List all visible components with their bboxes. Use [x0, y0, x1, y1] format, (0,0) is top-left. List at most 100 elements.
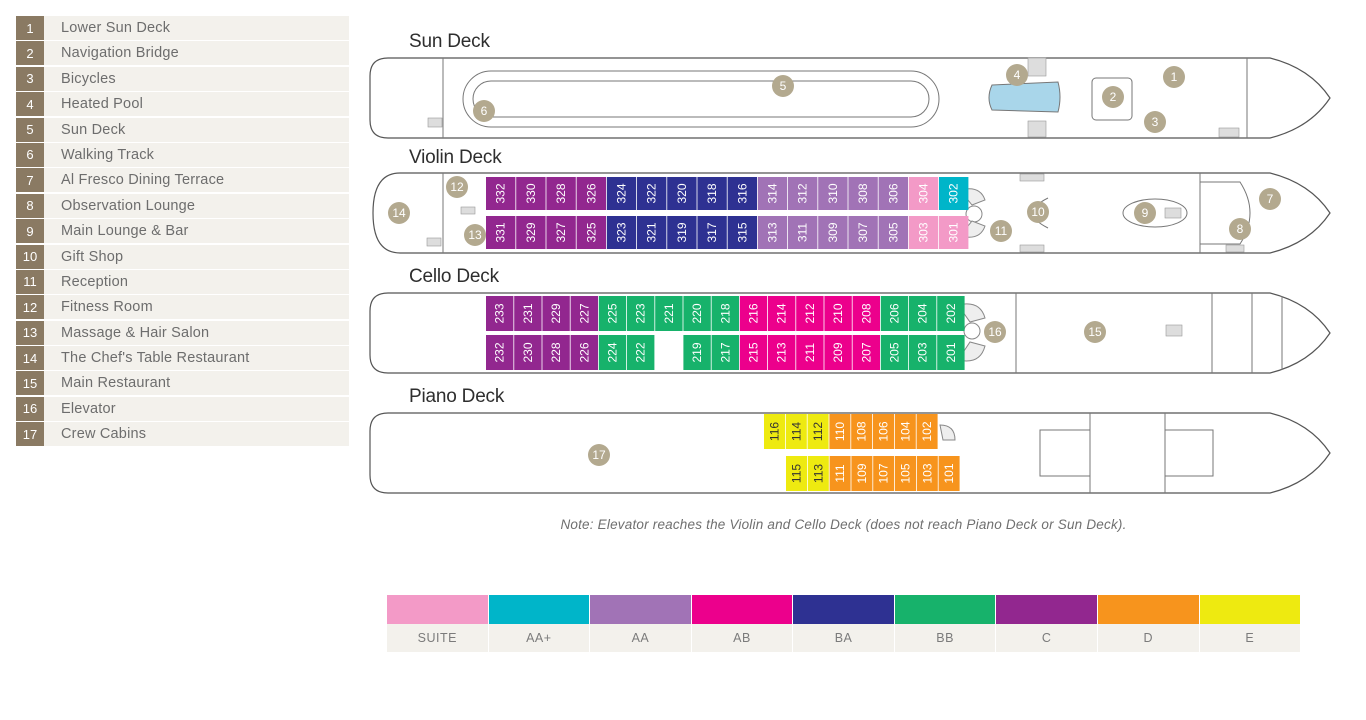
- cabin-number: 211: [803, 343, 817, 362]
- cabin-101: [938, 456, 960, 491]
- cabin-number: 326: [584, 183, 598, 203]
- cabin-321: [637, 216, 667, 249]
- legend-item: 13 Massage & Hair Salon: [16, 320, 349, 345]
- cabin-number: 301: [947, 222, 961, 242]
- category-cell: E: [1199, 595, 1301, 652]
- cabin-107: [873, 456, 895, 491]
- category-swatch: [894, 595, 996, 624]
- cabin-number: 228: [549, 342, 563, 362]
- cabin-number: 310: [826, 183, 840, 203]
- category-swatch: [1199, 595, 1301, 624]
- cabin-330: [516, 177, 546, 210]
- legend-label: Lower Sun Deck: [61, 20, 171, 36]
- legend-label: Reception: [61, 273, 129, 290]
- cabin-319: [667, 216, 697, 249]
- marker-number: 14: [392, 206, 406, 220]
- marker-8: [1229, 218, 1251, 240]
- cabin-325: [576, 216, 606, 249]
- cabin-number: 320: [675, 183, 689, 203]
- marker-number: 2: [1110, 90, 1117, 104]
- stairs-icon: [1225, 244, 1245, 253]
- stairs-icon: [1027, 57, 1047, 77]
- cabin-228: [542, 335, 570, 370]
- legend-item: 8 Observation Lounge: [16, 193, 349, 218]
- category-label: AA+: [488, 624, 590, 652]
- cabin-110: [829, 414, 851, 449]
- legend-label: Elevator: [61, 400, 116, 417]
- violin-deck-title: Violin Deck: [409, 147, 502, 168]
- cabin-308: [848, 177, 878, 210]
- cabin-number: 209: [831, 342, 845, 362]
- cabin-326: [576, 177, 606, 210]
- cabin-number: 220: [690, 303, 704, 323]
- cabin-number: 233: [493, 303, 507, 323]
- legend-item: 3 Bicycles: [16, 66, 349, 91]
- legend-number: 12: [16, 295, 44, 320]
- cabin-number: 102: [920, 421, 934, 441]
- cabin-227: [570, 296, 598, 331]
- category-label: C: [996, 624, 1097, 652]
- cabin-number: 330: [524, 183, 538, 203]
- cabin-number: 302: [947, 183, 961, 203]
- cabin-320: [667, 177, 697, 210]
- legend-label: Crew Cabins: [61, 426, 147, 443]
- elevator-note: Note: Elevator reaches the Violin and Ce…: [560, 517, 1127, 532]
- cabin-number: 114: [789, 422, 803, 441]
- cabin-number: 331: [494, 222, 508, 242]
- legend-number: 2: [16, 41, 44, 66]
- cabin-number: 319: [675, 222, 689, 242]
- cabin-number: 308: [856, 183, 870, 203]
- legend-item: 11 Reception: [16, 269, 349, 294]
- stairs-icon: [1027, 120, 1047, 138]
- cabin-number: 329: [524, 222, 538, 242]
- cabin-315: [727, 216, 757, 249]
- marker-16: [984, 321, 1006, 343]
- cabin-205: [880, 335, 909, 370]
- legend-number: 9: [16, 219, 44, 244]
- legend-label: Heated Pool: [61, 96, 144, 113]
- stairs-icon: [1165, 324, 1183, 337]
- legend-label: Massage & Hair Salon: [61, 324, 210, 341]
- cabin-number: 202: [944, 303, 958, 323]
- cabin-208: [852, 296, 880, 331]
- marker-13: [464, 224, 486, 246]
- cabin-number: 101: [942, 463, 956, 483]
- marker-11: [990, 220, 1012, 242]
- legend-item: 6 Walking Track: [16, 142, 349, 167]
- cabin-112: [807, 414, 829, 449]
- cabin-number: 328: [554, 183, 568, 203]
- category-swatch: [996, 595, 1097, 624]
- legend-number: 17: [16, 422, 44, 447]
- legend-label: Walking Track: [61, 146, 155, 163]
- cabin-number: 224: [606, 342, 620, 362]
- marker-number: 3: [1152, 115, 1159, 129]
- cabin-number: 312: [796, 183, 810, 203]
- cabin-225: [598, 296, 627, 331]
- cabin-groups: 332 330 328 326 324 322 320 318 316 314 312 310 308 3…: [486, 177, 969, 491]
- cabin-number: 213: [775, 342, 789, 362]
- cabin-number: 314: [766, 183, 780, 203]
- heated-pool: [988, 81, 1061, 113]
- cabin-number: 208: [859, 303, 873, 323]
- marker-number: 9: [1142, 206, 1149, 220]
- marker-15: [1084, 321, 1106, 343]
- category-label: SUITE: [387, 624, 488, 652]
- cabin-number: 226: [577, 342, 591, 362]
- cabin-number: 307: [856, 222, 870, 242]
- sun-deck-hull: [369, 57, 1331, 139]
- cabin-332: [486, 177, 516, 210]
- cabin-214: [768, 296, 796, 331]
- cabin-313: [757, 216, 788, 249]
- cabin-number: 215: [747, 342, 761, 362]
- legend-label: Fitness Room: [61, 299, 153, 316]
- marker-2: [1102, 86, 1124, 108]
- cabin-number: 206: [888, 303, 902, 323]
- category-cell: D: [1097, 595, 1199, 652]
- cabin-232: [486, 335, 514, 370]
- cabin-115: [786, 456, 807, 491]
- legend-number: 8: [16, 193, 44, 218]
- cabin-314: [757, 177, 788, 210]
- category-cell: C: [996, 595, 1097, 652]
- legend-number: 1: [16, 16, 44, 40]
